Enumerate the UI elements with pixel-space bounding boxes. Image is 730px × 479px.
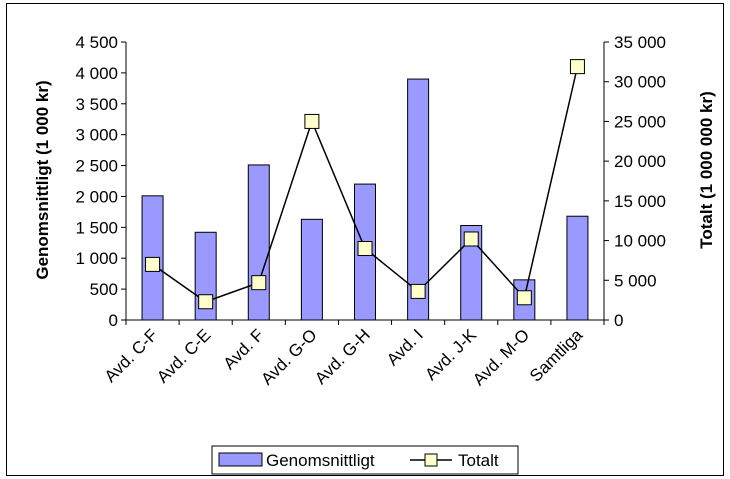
y-tick-label: 1 000 — [75, 249, 118, 268]
y-tick-label: 1 500 — [75, 218, 118, 237]
y2-tick-label: 20 000 — [614, 152, 666, 171]
y2-tick-label: 35 000 — [614, 33, 666, 52]
totalt-point — [569, 59, 585, 75]
legend-box — [211, 445, 519, 475]
x-tick-label: Avd. C-E — [153, 325, 214, 386]
totalt-point — [251, 275, 267, 291]
y2-axis-title: Totalt (1 000 000 kr) — [697, 91, 716, 248]
y-tick-label: 4 000 — [75, 64, 118, 83]
y2-tick-label: 10 000 — [614, 232, 666, 251]
y-tick-label: 2 500 — [75, 157, 118, 176]
y-tick-label: 4 500 — [75, 33, 118, 52]
y2-tick-label: 5 000 — [614, 271, 657, 290]
totalt-point — [516, 290, 532, 306]
y2-tick-label: 30 000 — [614, 73, 666, 92]
x-tick-label: Avd. C-F — [101, 325, 162, 386]
y-tick-label: 500 — [90, 280, 118, 299]
legend-label-genomsnittligt: Genomsnittligt — [266, 451, 375, 470]
x-tick-label: Samtliga — [526, 325, 587, 386]
y-tick-label: 2 000 — [75, 187, 118, 206]
legend-label-totalt: Totalt — [458, 451, 499, 470]
totalt-point — [357, 241, 373, 257]
x-tick-label: Avd. G-O — [257, 325, 320, 388]
totalt-point — [463, 231, 479, 247]
x-tick-label: Avd. F — [220, 325, 268, 373]
y2-tick-label: 25 000 — [614, 112, 666, 131]
totalt-point — [145, 256, 161, 272]
x-tick-label: Avd. I — [383, 325, 427, 369]
y2-tick-label: 0 — [614, 311, 623, 330]
y-tick-label: 0 — [109, 311, 118, 330]
legend-bar-swatch — [218, 452, 263, 467]
x-tick-label: Avd. M-O — [469, 325, 533, 389]
y-tick-label: 3 000 — [75, 126, 118, 145]
bar — [247, 164, 270, 321]
legend-marker-swatch — [424, 453, 438, 467]
bar — [300, 218, 323, 321]
y-tick-label: 3 500 — [75, 95, 118, 114]
totalt-point — [198, 294, 214, 310]
y2-tick-label: 15 000 — [614, 192, 666, 211]
y-axis-title: Genomsnittligt (1 000 kr) — [33, 80, 52, 279]
plot-area: 0 500 1 000 1 500 2 000 2 500 3 000 3 500 4 000 4… — [75, 33, 666, 389]
totalt-point — [304, 113, 320, 129]
x-tick-label: Avd. G-H — [311, 325, 374, 388]
totalt-point — [410, 283, 426, 299]
legend: Genomsnittligt Totalt — [211, 445, 519, 475]
bar — [566, 215, 589, 321]
